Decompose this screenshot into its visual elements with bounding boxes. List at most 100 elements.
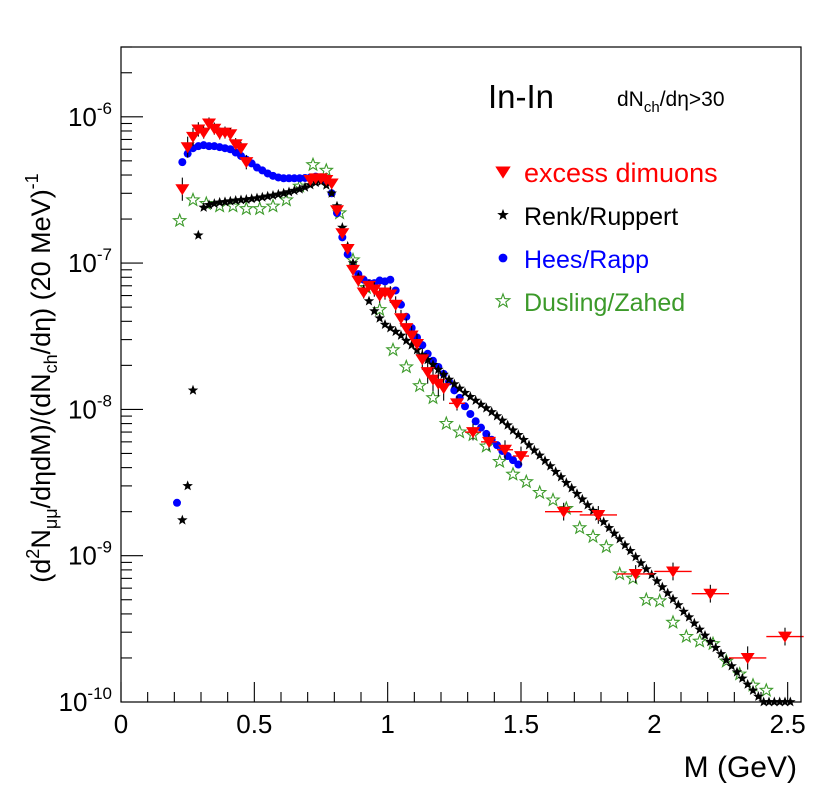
point-excess-dimuons <box>666 566 680 578</box>
point-dusling-zahed <box>611 565 628 581</box>
x-tick-label: 2 <box>647 709 661 739</box>
annotation-system: In-In <box>488 78 554 115</box>
point-renk-ruppert <box>401 335 412 346</box>
point-hees-rapp <box>514 460 523 469</box>
point-renk-ruppert <box>438 369 449 379</box>
point-hees-rapp <box>509 456 517 465</box>
point-renk-ruppert <box>545 460 556 471</box>
point-renk-ruppert <box>561 477 572 488</box>
legend-marker <box>494 292 512 309</box>
point-renk-ruppert <box>267 190 279 200</box>
x-tick-label: 0.5 <box>236 709 272 739</box>
point-renk-ruppert <box>475 399 487 409</box>
point-renk-ruppert <box>555 471 567 482</box>
point-excess-dimuons <box>415 354 430 366</box>
legend-label: excess dimuons <box>524 158 718 188</box>
point-hees-rapp <box>471 417 480 426</box>
point-renk-ruppert <box>246 193 257 204</box>
y-tick-label: 10-10 <box>59 684 113 717</box>
point-renk-ruppert <box>625 545 636 556</box>
point-renk-ruppert <box>603 522 615 533</box>
point-dusling-zahed <box>665 614 681 629</box>
point-renk-ruppert <box>721 654 732 665</box>
point-hees-rapp <box>466 410 475 419</box>
point-renk-ruppert <box>635 557 647 568</box>
point-renk-ruppert <box>273 188 284 199</box>
point-renk-ruppert <box>502 419 513 430</box>
point-hees-rapp <box>386 275 395 284</box>
point-renk-ruppert <box>235 194 247 205</box>
y-tick-label: 10-9 <box>68 538 112 571</box>
point-dusling-zahed <box>398 358 415 374</box>
point-excess-dimuons <box>703 588 718 600</box>
point-renk-ruppert <box>395 330 407 340</box>
point-renk-ruppert <box>598 516 609 527</box>
point-renk-ruppert <box>465 391 476 402</box>
point-dusling-zahed <box>265 198 281 213</box>
point-hees-rapp <box>477 423 485 432</box>
point-renk-ruppert <box>507 424 519 435</box>
point-excess-dimuons <box>466 427 480 439</box>
point-renk-ruppert <box>363 295 375 306</box>
point-renk-ruppert <box>497 415 508 425</box>
point-renk-ruppert <box>289 185 300 196</box>
point-renk-ruppert <box>257 191 268 202</box>
point-renk-ruppert <box>705 636 716 647</box>
point-excess-dimuons <box>740 653 755 665</box>
point-excess-dimuons <box>186 131 200 143</box>
point-excess-dimuons <box>335 228 350 240</box>
point-renk-ruppert <box>753 691 764 701</box>
point-excess-dimuons <box>330 205 344 217</box>
point-renk-ruppert <box>491 410 503 421</box>
point-dusling-zahed <box>251 200 268 216</box>
y-tick-label: 10-8 <box>68 391 112 424</box>
point-renk-ruppert <box>209 198 220 209</box>
point-excess-dimuons <box>482 436 496 448</box>
point-renk-ruppert <box>433 364 444 375</box>
point-renk-ruppert <box>225 195 236 206</box>
point-renk-ruppert <box>449 378 460 389</box>
point-renk-ruppert <box>715 648 727 659</box>
point-excess-dimuons <box>394 313 408 325</box>
point-renk-ruppert <box>731 666 743 677</box>
y-axis-label: (d2Nμμ/dηdM)/(dNch/dη) (20 MeV)-1 <box>22 173 61 582</box>
point-renk-ruppert <box>198 202 209 212</box>
point-excess-dimuons <box>778 631 792 643</box>
point-excess-dimuons <box>196 127 211 139</box>
point-excess-dimuons <box>420 367 435 379</box>
point-dusling-zahed <box>585 528 601 544</box>
point-renk-ruppert <box>577 493 588 504</box>
point-excess-dimuons <box>383 289 398 301</box>
point-renk-ruppert <box>673 599 684 610</box>
point-renk-ruppert <box>219 196 231 207</box>
point-dusling-zahed <box>678 628 695 644</box>
point-renk-ruppert <box>694 624 705 634</box>
point-excess-dimuons <box>388 299 403 311</box>
axes: 0 0.5 1 1.5 2 2.5 10-10 10-9 10-8 10-7 10-6 <box>59 46 806 739</box>
legend-marker <box>495 166 511 179</box>
point-renk-ruppert <box>657 581 668 592</box>
point-dusling-zahed <box>425 389 441 405</box>
point-excess-dimuons <box>450 398 464 410</box>
point-renk-ruppert <box>443 374 455 384</box>
point-dusling-zahed <box>438 415 455 431</box>
point-dusling-zahed <box>571 519 588 535</box>
point-hees-rapp <box>482 429 491 438</box>
point-renk-ruppert <box>534 449 545 460</box>
point-renk-ruppert <box>187 384 199 395</box>
point-renk-ruppert <box>539 455 551 466</box>
point-excess-dimuons <box>399 323 414 335</box>
point-renk-ruppert <box>203 199 215 210</box>
point-dusling-zahed <box>531 484 548 500</box>
point-dusling-zahed <box>278 191 295 207</box>
point-renk-ruppert <box>582 499 593 510</box>
point-renk-ruppert <box>747 684 759 695</box>
point-excess-dimuons <box>436 383 451 395</box>
point-renk-ruppert <box>523 439 535 450</box>
point-excess-dimuons <box>498 444 512 456</box>
point-renk-ruppert <box>689 617 700 628</box>
point-renk-ruppert <box>214 196 225 207</box>
point-excess-dimuons <box>404 330 419 342</box>
point-dusling-zahed <box>598 538 614 554</box>
